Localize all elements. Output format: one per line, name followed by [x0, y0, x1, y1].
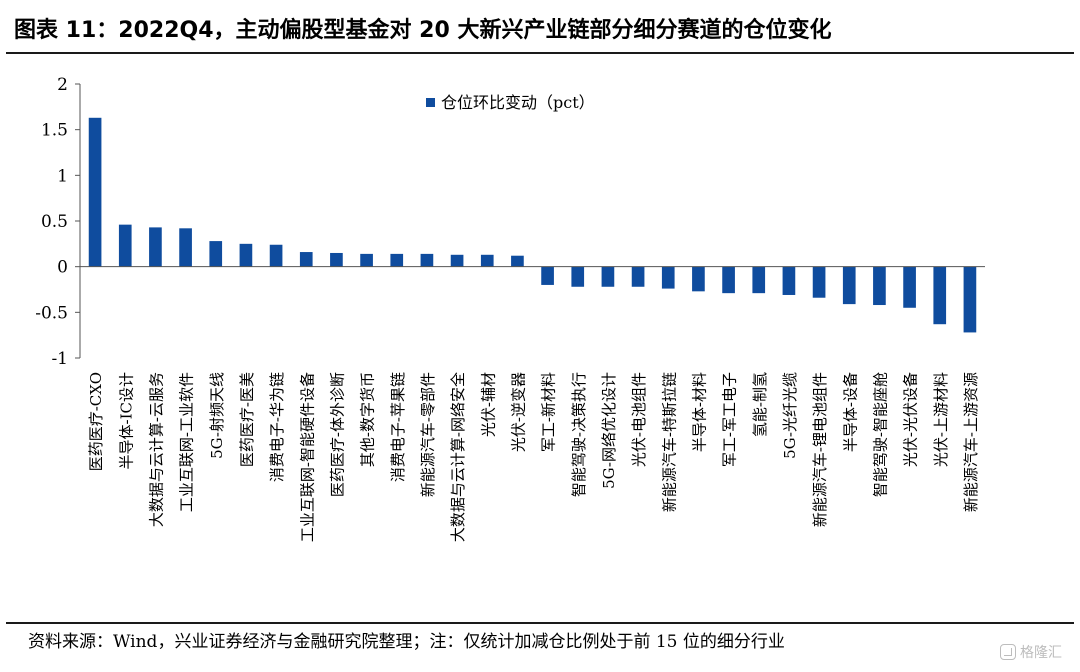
x-tick-label: 智能驾驶-决策执行 [570, 372, 588, 497]
x-axis: 医药医疗-CXO 半导体-IC设计 大数据与云计算-云服务 工业互联网-工业软件 5G-… [80, 266, 985, 542]
x-tick-label: 新能源汽车-锂电池组件 [811, 372, 829, 527]
bar-chart: -1-0.500.511.52 医药医疗-CXO 半导体-IC设计 大数据与云计算-… [35, 75, 985, 542]
x-tick-label: 光伏-逆变器 [509, 372, 527, 452]
x-tick-label: 半导体-材料 [690, 372, 708, 452]
bar [752, 266, 766, 294]
bar [149, 227, 162, 267]
title-divider [6, 52, 1074, 54]
bar [873, 266, 886, 306]
bar [330, 252, 343, 267]
x-tick-label: 智能驾驶-智能座舱 [871, 372, 889, 497]
bar [601, 266, 615, 287]
y-axis: -1 -0.5 0 0.5 1 1.5 2 [35, 75, 81, 369]
bar [903, 266, 916, 308]
bar [511, 255, 524, 267]
x-tick-label: 新能源汽车-特斯拉链 [660, 372, 678, 512]
y-tick-label: 2 [57, 75, 68, 95]
watermark-icon [1000, 644, 1016, 660]
y-tick-label: 0 [57, 258, 68, 278]
x-tick-label: 医药医疗-医美 [238, 372, 256, 467]
watermark-text: 格隆汇 [1020, 645, 1062, 661]
bar [812, 266, 826, 298]
bar [299, 252, 313, 267]
bar [360, 253, 373, 267]
x-tick-label: 5G-网络优化设计 [600, 372, 618, 489]
x-tick-label: 光伏-光伏设备 [902, 372, 920, 467]
bar [631, 266, 645, 287]
legend-swatch [426, 98, 435, 107]
legend: 仓位环比变动（pct） [426, 93, 595, 112]
bar [88, 117, 102, 267]
bar-series [88, 117, 977, 333]
x-tick-label: 半导体-设备 [841, 372, 859, 452]
bar [842, 266, 856, 305]
x-tick-label: 新能源汽车-零部件 [419, 372, 437, 497]
y-tick-label: -1 [51, 349, 68, 369]
bar [420, 253, 434, 267]
bar [782, 266, 796, 295]
x-tick-label: 大数据与云计算-网络安全 [449, 372, 467, 542]
x-tick-label: 消费电子-华为链 [268, 372, 286, 482]
bar [118, 224, 132, 267]
bar [963, 266, 977, 333]
bar [450, 254, 464, 267]
bar [209, 241, 223, 267]
x-tick-label: 5G-射频天线 [208, 372, 226, 459]
x-tick-label: 光伏-辅材 [479, 372, 497, 437]
x-tick-label: 大数据与云计算-云服务 [147, 372, 165, 527]
x-tick-label: 医药医疗-体外诊断 [328, 372, 346, 497]
chart-area: -1 -0.5 0 0.5 1 1.5 2 医药医疗-CXO 半导体-IC设计 大数据与云计算-… [0, 62, 1080, 622]
watermark-logo: 格隆汇 [1000, 642, 1070, 664]
x-tick-label: 光伏-电池组件 [630, 372, 648, 467]
bar [661, 266, 675, 289]
x-tick-label: 工业互联网-工业软件 [178, 372, 196, 512]
title-bar: 图表 11：2022Q4，主动偏股型基金对 20 大新兴产业链部分细分赛道的仓位… [0, 0, 1080, 62]
y-tick-label: 0.5 [41, 212, 68, 232]
source-footnote: 资料来源：Wind，兴业证券经济与金融研究院整理；注：仅统计加减仓比例处于前 1… [28, 632, 785, 652]
bar [480, 254, 494, 267]
bar [269, 244, 283, 267]
x-tick-label: 军工-新材料 [540, 372, 558, 452]
bar [541, 266, 554, 285]
bar [239, 243, 253, 267]
x-tick-label: 军工-军工电子 [721, 372, 739, 467]
y-tick-label: 1 [57, 166, 68, 186]
footer-divider [6, 622, 1074, 624]
page-title: 图表 11：2022Q4，主动偏股型基金对 20 大新兴产业链部分细分赛道的仓位… [14, 18, 832, 43]
x-tick-label: 5G-光纤光缆 [781, 372, 799, 459]
x-tick-label: 工业互联网-智能硬件设备 [298, 372, 316, 542]
x-tick-label: 氢能-制氢 [751, 372, 769, 437]
bar [933, 266, 947, 325]
bar [571, 266, 585, 287]
x-tick-label: 新能源汽车-上游资源 [962, 372, 980, 512]
legend-label: 仓位环比变动（pct） [441, 93, 595, 112]
x-tick-label: 光伏-上游材料 [932, 372, 950, 467]
bar [179, 228, 192, 267]
bar [390, 253, 404, 267]
x-tick-label: 半导体-IC设计 [117, 372, 135, 469]
x-tick-label: 医药医疗-CXO [87, 372, 105, 471]
y-tick-label: 1.5 [41, 121, 68, 141]
bar [722, 266, 735, 294]
x-tick-label: 消费电子-苹果链 [389, 372, 407, 482]
bar [692, 266, 705, 292]
y-tick-label: -0.5 [35, 303, 68, 323]
x-tick-label: 其他-数字货币 [359, 372, 377, 467]
